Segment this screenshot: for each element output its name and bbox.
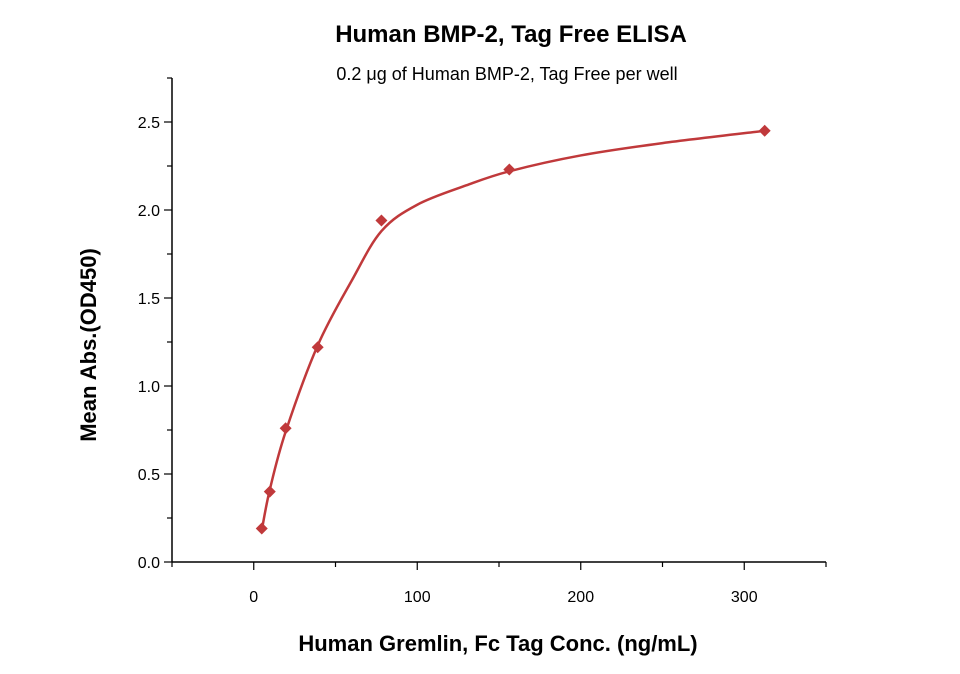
data-point-marker	[375, 214, 388, 227]
data-point-marker	[311, 341, 324, 354]
y-tick-label: 0.5	[138, 467, 160, 484]
data-points	[255, 124, 771, 535]
y-axis: 0.0 0.5 1.0 1.5 2.0 2.5	[138, 77, 173, 572]
data-point-marker	[503, 163, 516, 176]
x-tick-label: 300	[731, 589, 758, 606]
y-tick-label: 1.5	[138, 291, 160, 308]
data-point-marker	[279, 422, 292, 435]
chart-title: Human BMP-2, Tag Free ELISA	[335, 21, 687, 48]
x-tick-label: 0	[249, 589, 258, 606]
data-point-marker	[758, 124, 771, 137]
y-tick-label: 1.0	[138, 379, 160, 396]
data-point-marker	[263, 485, 276, 498]
chart-subtitle: 0.2 μg of Human BMP-2, Tag Free per well	[336, 64, 677, 84]
fit-curve	[260, 129, 765, 531]
x-tick-label: 200	[567, 589, 594, 606]
y-axis-label: Mean Abs.(OD450)	[76, 248, 101, 442]
x-axis: 0 100 200 300	[171, 561, 827, 606]
y-tick-label: 0.0	[138, 555, 160, 572]
x-axis-label: Human Gremlin, Fc Tag Conc. (ng/mL)	[298, 631, 697, 656]
x-tick-label: 100	[404, 589, 431, 606]
data-point-marker	[255, 522, 268, 535]
y-tick-label: 2.0	[138, 203, 160, 220]
y-tick-label: 2.5	[138, 115, 160, 132]
